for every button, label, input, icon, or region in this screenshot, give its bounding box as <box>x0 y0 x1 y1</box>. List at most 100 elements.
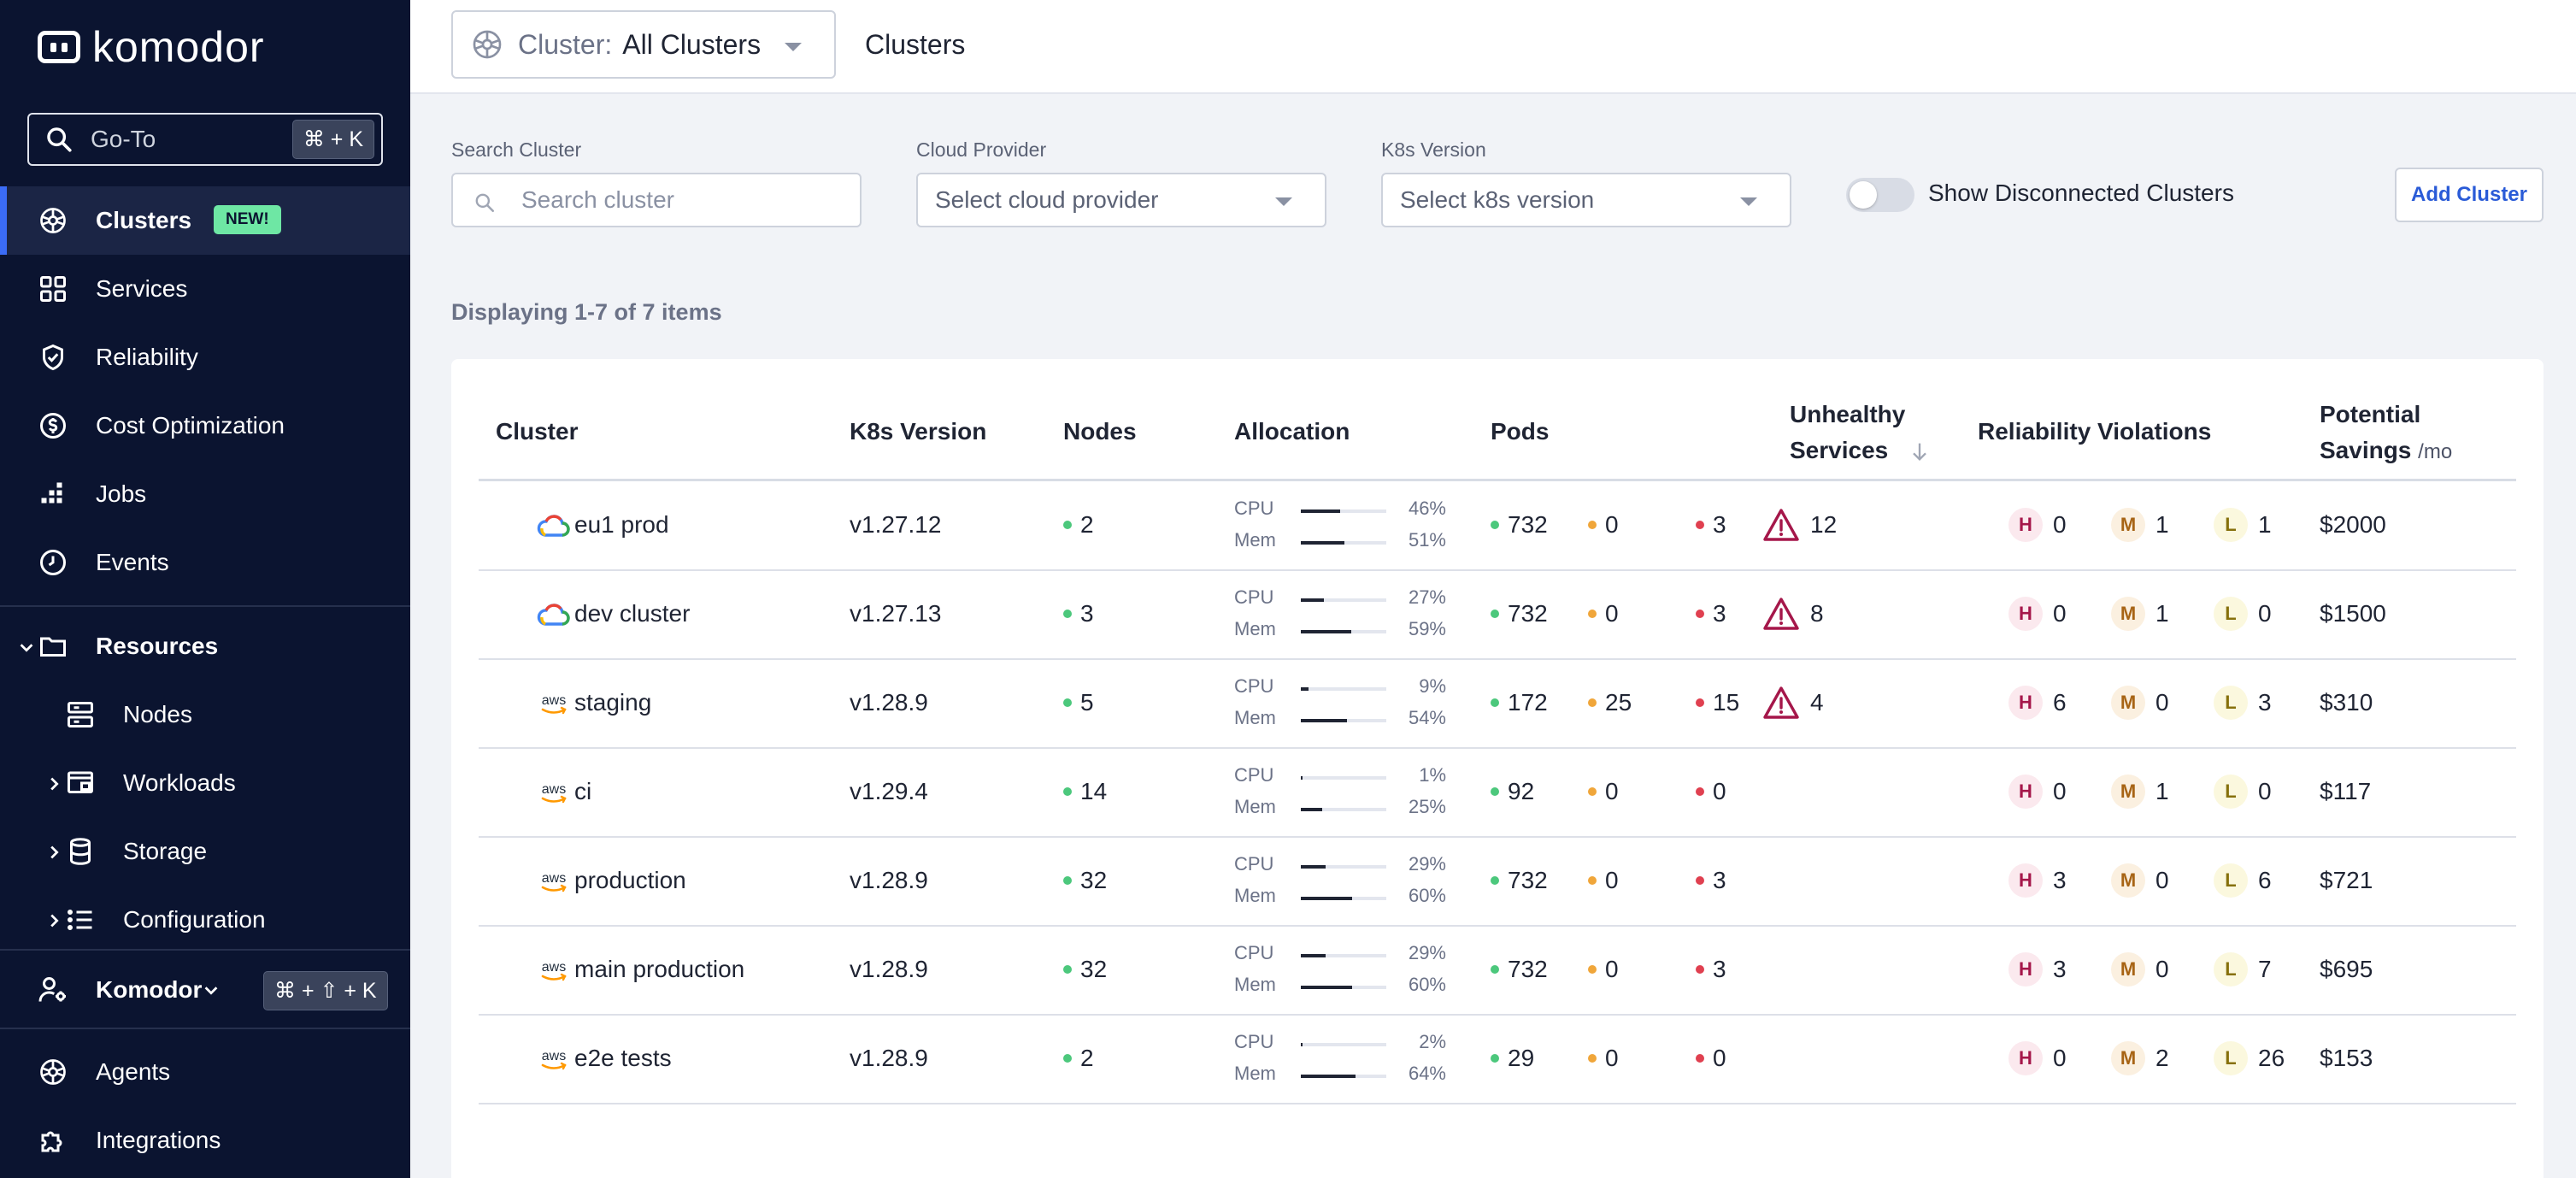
table-row[interactable]: eu1 prod v1.27.12 2 CPU 46% Mem 51% 732 … <box>479 482 2516 571</box>
table-row[interactable]: aws staging v1.28.9 5 CPU 9% Mem 54% 172… <box>479 660 2516 749</box>
dollar-circle-icon <box>40 413 66 439</box>
cluster-name[interactable]: ci <box>574 778 592 804</box>
aws-logo-icon: aws <box>537 776 571 810</box>
pods-failed: 0 <box>1696 778 1726 805</box>
nodes-count: 2 <box>1063 511 1094 539</box>
shield-check-icon <box>43 344 63 371</box>
pods-pending-value: 25 <box>1605 689 1632 716</box>
violation-medium-badge: M <box>2111 508 2145 542</box>
sidebar-item-workloads[interactable]: Workloads <box>0 749 410 817</box>
violation-medium-count: 2 <box>2155 1045 2169 1071</box>
column-header-nodes[interactable]: Nodes <box>1063 418 1137 445</box>
sidebar-item-clusters[interactable]: Clusters NEW! <box>0 186 410 255</box>
potential-savings: $310 <box>2320 689 2373 716</box>
pods-running-value: 732 <box>1508 867 1548 893</box>
aws-logo-icon: aws <box>537 1043 571 1077</box>
add-cluster-button[interactable]: Add Cluster <box>2395 168 2544 222</box>
cluster-name[interactable]: production <box>574 867 686 893</box>
cluster-name[interactable]: e2e tests <box>574 1045 672 1071</box>
column-header-k8s-version[interactable]: K8s Version <box>850 418 987 445</box>
cluster-name[interactable]: eu1 prod <box>574 511 669 538</box>
column-header-reliability-violations[interactable]: Reliability Violations <box>1978 418 2212 445</box>
sidebar-item-integrations[interactable]: Integrations <box>0 1106 410 1175</box>
column-header-allocation[interactable]: Allocation <box>1234 418 1350 445</box>
column-header-unhealthy-services[interactable]: Unhealthy Services <box>1790 397 1926 468</box>
sidebar-item-jobs[interactable]: Jobs <box>0 460 410 528</box>
column-header-cluster[interactable]: Cluster <box>496 418 579 445</box>
cpu-label: CPU <box>1234 942 1274 963</box>
table-row[interactable]: aws main production v1.28.9 32 CPU 29% M… <box>479 927 2516 1016</box>
violation-medium-badge: M <box>2111 952 2145 987</box>
sidebar-item-events[interactable]: Events <box>0 528 410 597</box>
unhealthy-services[interactable]: 12 <box>1762 508 1865 545</box>
table-row[interactable]: aws e2e tests v1.28.9 2 CPU 2% Mem 64% 2… <box>479 1016 2516 1104</box>
cluster-name[interactable]: staging <box>574 689 652 716</box>
sidebar-item-nodes[interactable]: Nodes <box>0 680 410 749</box>
violation-high-badge: H <box>2008 1041 2043 1075</box>
sidebar-item-storage[interactable]: Storage <box>0 817 410 886</box>
komodor-logo[interactable]: komodor <box>38 23 265 71</box>
puzzle-icon <box>41 1131 62 1152</box>
pods-failed: 3 <box>1696 600 1726 627</box>
pods-running: 172 <box>1491 689 1548 716</box>
folder-icon <box>40 637 66 657</box>
pods-failed-value: 15 <box>1713 689 1740 716</box>
mem-label: Mem <box>1234 707 1276 728</box>
table-row[interactable]: aws ci v1.29.4 14 CPU 1% Mem 25% 92 0 0 … <box>479 749 2516 838</box>
cpu-label: CPU <box>1234 764 1274 786</box>
status-dot-yellow <box>1588 786 1597 796</box>
cluster-selector[interactable]: Cluster: All Clusters <box>451 10 836 79</box>
cpu-usage-bar <box>1301 776 1386 780</box>
k8s-version-placeholder: Select k8s version <box>1400 186 1595 213</box>
unhealthy-services[interactable]: 8 <box>1762 597 1865 634</box>
cpu-usage-fill <box>1301 598 1324 602</box>
cpu-label: CPU <box>1234 498 1274 519</box>
mem-usage-bar <box>1301 897 1386 900</box>
k8s-version-select[interactable]: Select k8s version <box>1381 173 1791 227</box>
cpu-usage-fill <box>1301 954 1326 957</box>
mem-percent: 25% <box>1408 796 1446 817</box>
sidebar-item-reliability[interactable]: Reliability <box>0 323 410 392</box>
sidebar-item-label: Nodes <box>123 701 192 727</box>
items-count: Displaying 1-7 of 7 items <box>451 299 722 325</box>
mem-label: Mem <box>1234 974 1276 995</box>
sidebar-item-cost-optimization[interactable]: Cost Optimization <box>0 392 410 460</box>
unhealthy-count: 8 <box>1810 600 1824 627</box>
search-cluster-input[interactable]: Search cluster <box>451 173 862 227</box>
column-header-pods[interactable]: Pods <box>1491 418 1550 445</box>
new-badge: NEW! <box>214 205 281 234</box>
sidebar-item-label: Jobs <box>96 480 147 507</box>
cloud-provider-label: Cloud Provider <box>916 138 1047 161</box>
show-disconnected-toggle[interactable] <box>1846 178 1914 212</box>
potential-savings: $721 <box>2320 867 2373 893</box>
sidebar: komodor Go-To ⌘ + K Clusters NEW! Servic… <box>0 0 410 1178</box>
mem-percent: 60% <box>1408 974 1446 995</box>
cloud-provider-placeholder: Select cloud provider <box>935 186 1159 213</box>
table-row[interactable]: dev cluster v1.27.13 3 CPU 27% Mem 59% 7… <box>479 571 2516 660</box>
account-switcher[interactable]: Komodor ⌘ + ⇧ + K <box>0 956 410 1024</box>
sidebar-item-label: Storage <box>123 838 208 864</box>
mem-usage-bar <box>1301 986 1386 989</box>
pods-pending: 0 <box>1588 600 1619 627</box>
violation-low-badge: L <box>2214 508 2248 542</box>
table-row[interactable]: aws production v1.28.9 32 CPU 29% Mem 60… <box>479 838 2516 927</box>
cpu-label: CPU <box>1234 586 1274 608</box>
pods-failed-value: 0 <box>1713 1045 1726 1071</box>
goto-search[interactable]: Go-To ⌘ + K <box>27 113 383 166</box>
account-name: Komodor <box>96 976 203 1003</box>
cloud-provider-select[interactable]: Select cloud provider <box>916 173 1326 227</box>
violation-high-count: 0 <box>2053 600 2067 627</box>
mem-label: Mem <box>1234 885 1276 906</box>
sidebar-section-resources[interactable]: Resources <box>0 612 410 680</box>
cluster-name[interactable]: dev cluster <box>574 600 691 627</box>
cluster-name[interactable]: main production <box>574 956 745 982</box>
sidebar-item-services[interactable]: Services <box>0 255 410 323</box>
sidebar-item-configuration[interactable]: Configuration <box>0 886 410 954</box>
unhealthy-services[interactable]: 4 <box>1762 686 1865 723</box>
potential-savings: $153 <box>2320 1045 2373 1071</box>
pods-running: 29 <box>1491 1045 1534 1072</box>
column-header-potential-savings[interactable]: Potential Savings /mo <box>2320 397 2452 470</box>
mem-usage-bar <box>1301 808 1386 811</box>
sidebar-item-agents[interactable]: Agents <box>0 1038 410 1106</box>
pods-pending: 0 <box>1588 867 1619 894</box>
